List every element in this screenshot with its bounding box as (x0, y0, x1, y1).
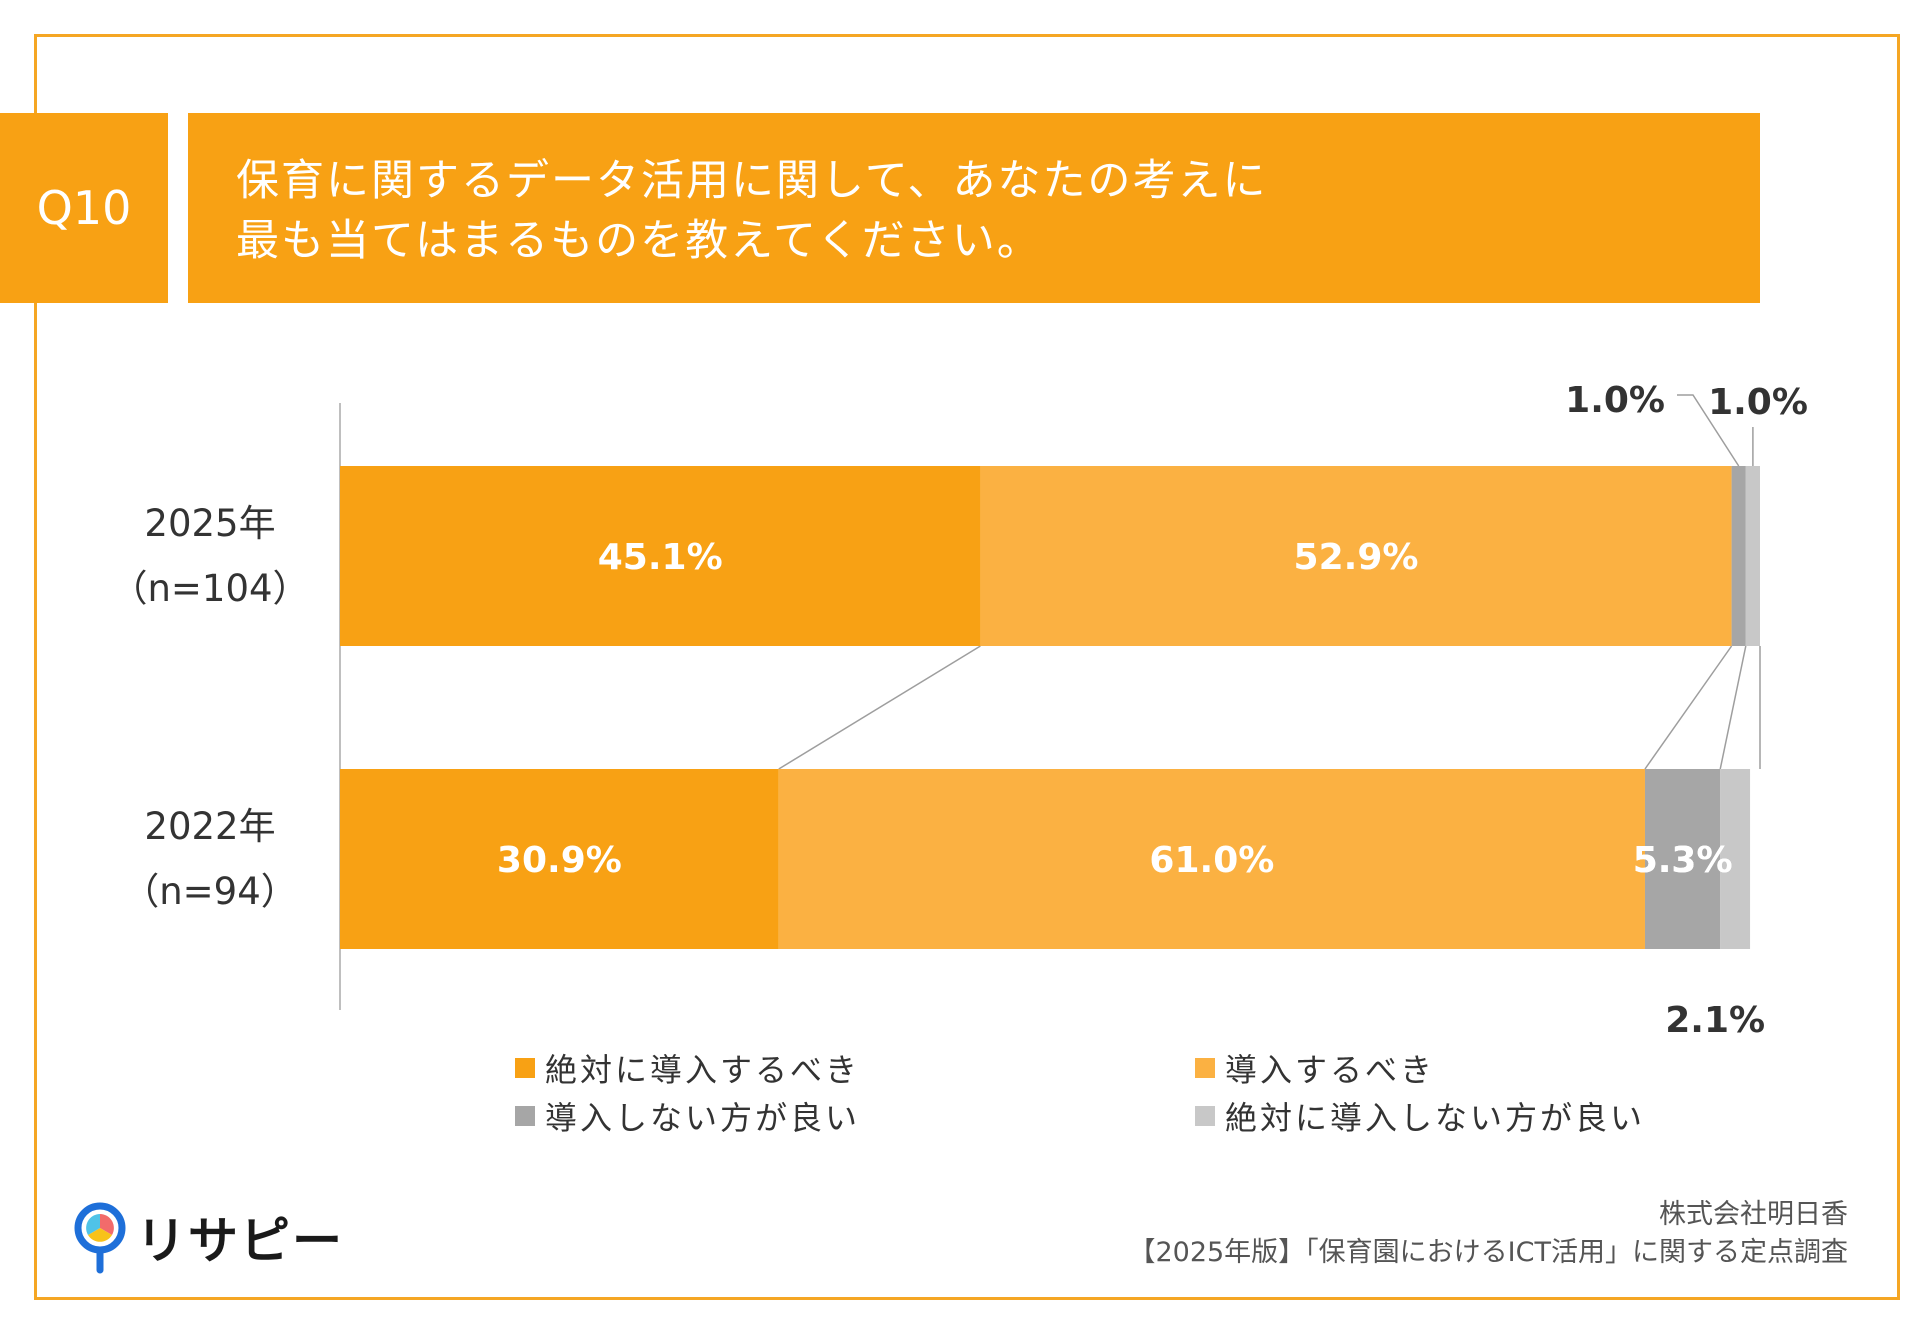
legend-label-should-not-introduce: 導入しない方が良い (545, 1099, 861, 1137)
legend-item-should-not-introduce: 導入しない方が良い (515, 1093, 860, 1139)
legend-item-absolutely-introduce: 絶対に導入するべき (515, 1045, 860, 1091)
value-label-series-1-row-2: 30.9% (497, 840, 622, 881)
question-title-line-1: 保育に関するデータ活用に関して、あなたの考えに (236, 156, 1268, 206)
value-label-series-2-row-2: 61.0% (1149, 840, 1274, 881)
legend-swatch-absolutely-introduce (515, 1058, 535, 1078)
bar-segment-series-4-row-1 (1745, 466, 1760, 646)
legend-swatch-should-introduce (1195, 1058, 1215, 1078)
category-label-row-1: 2025年 (144, 502, 275, 545)
question-title-line-2: 最も当てはまるものを教えてください。 (236, 216, 1042, 266)
value-label-series-4-row-1: 1.0% (1708, 382, 1808, 423)
connector-line-3 (1719, 645, 1747, 770)
logo-text: リサピー (136, 1212, 344, 1270)
chart-legend: 絶対に導入するべき 導入するべき 導入しない方が良い 絶対に導入しない方が良い (515, 1045, 1715, 1145)
category-sample-label-row-1: （n=104） (110, 567, 309, 610)
value-label-series-4-row-2: 2.1% (1665, 1000, 1765, 1040)
slide-frame (34, 34, 1900, 1300)
value-label-series-3-row-1: 1.0% (1565, 380, 1665, 421)
connector-line-1 (778, 645, 981, 770)
category-label-row-2: 2022年 (144, 805, 275, 848)
value-label-series-2-row-1: 52.9% (1294, 537, 1419, 578)
bar-segment-series-4-row-2 (1720, 769, 1751, 949)
bar-segment-series-3-row-1 (1731, 466, 1746, 646)
callout-leader-series-3-row-1 (1677, 394, 1740, 467)
legend-item-should-introduce: 導入するべき (1195, 1045, 1435, 1091)
value-label-series-1-row-1: 45.1% (598, 537, 723, 578)
question-number: Q10 (36, 181, 132, 235)
legend-item-absolutely-not-introduce: 絶対に導入しない方が良い (1195, 1093, 1645, 1139)
footer-company: 株式会社明日香 (1659, 1199, 1848, 1230)
bar-segment-series-1-row-1 (340, 466, 981, 646)
value-label-series-3-row-2: 5.3% (1633, 840, 1733, 881)
legend-label-absolutely-not-introduce: 絶対に導入しない方が良い (1225, 1099, 1646, 1137)
connector-line-2 (1644, 645, 1733, 770)
footer-survey: 【2025年版】「保育園におけるICT活用」に関する定点調査 (1128, 1237, 1848, 1268)
bar-segment-series-1-row-2 (340, 769, 779, 949)
value-label-series-3-row-2: 5.3% (1633, 840, 1733, 881)
brand-logo: リサピー (72, 1200, 344, 1274)
category-sample-label-row-2: （n=94） (122, 870, 298, 913)
bar-segment-series-2-row-1 (980, 466, 1732, 646)
map-pin-logo-icon (74, 1202, 126, 1274)
legend-label-should-introduce: 導入するべき (1225, 1051, 1436, 1089)
footer-credit: 株式会社明日香 【2025年版】「保育園におけるICT活用」に関する定点調査 (1128, 1196, 1848, 1272)
bar-segment-series-2-row-2 (778, 769, 1645, 949)
question-title: 保育に関するデータ活用に関して、あなたの考えに 最も当てはまるものを教えてくださ… (188, 113, 1760, 303)
legend-swatch-should-not-introduce (515, 1106, 535, 1126)
question-number-badge: Q10 (0, 113, 168, 303)
stacked-bar-chart: 2025年 （n=104） 2022年 （n=94） 45.1% 52.9% 30.9% 61… (110, 380, 1808, 1040)
legend-swatch-absolutely-not-introduce (1195, 1106, 1215, 1126)
legend-label-absolutely-introduce: 絶対に導入するべき (545, 1051, 861, 1089)
bar-segment-series-3-row-2 (1644, 769, 1721, 949)
